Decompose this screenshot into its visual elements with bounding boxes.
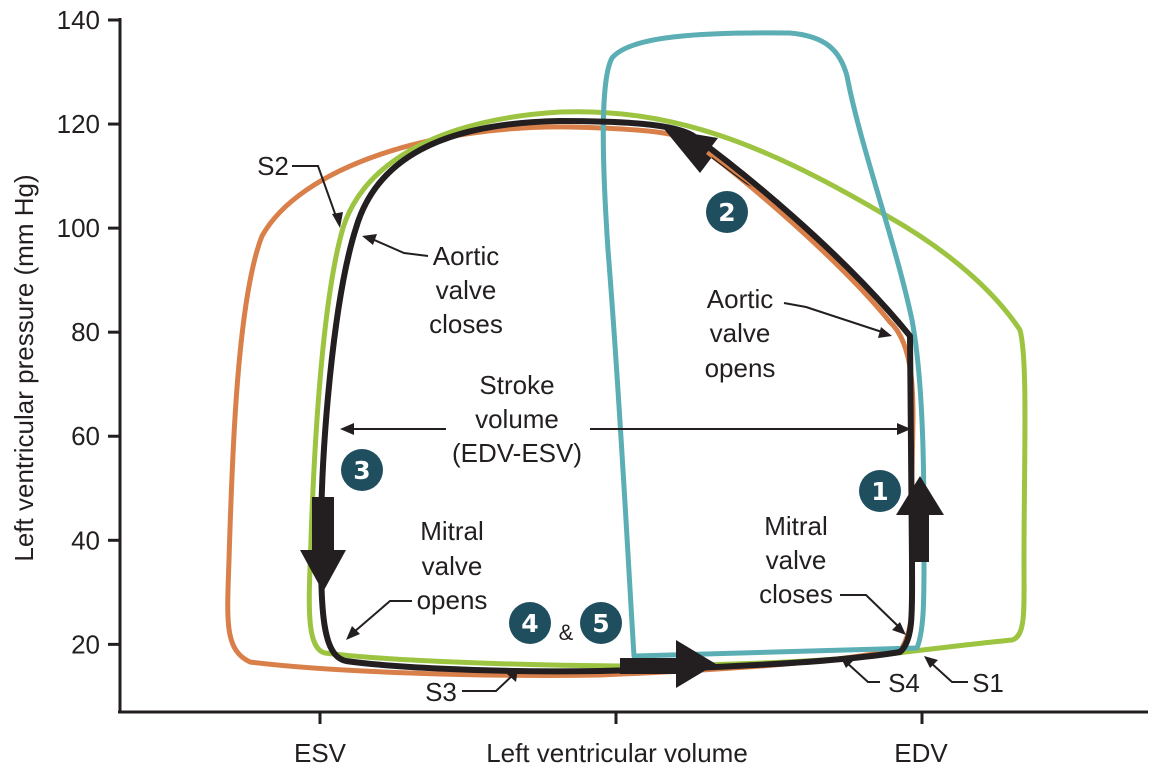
leader-mitral-opens	[353, 600, 412, 633]
phase-badge-5: 5	[580, 602, 622, 644]
label-aortic-closes-3: closes	[429, 309, 503, 339]
leader-mitral-closes	[840, 594, 901, 629]
y-tick-label: 140	[57, 5, 100, 35]
y-tick-label: 80	[71, 317, 100, 347]
label-mitral-closes-1: Mitral	[764, 511, 828, 541]
y-tick-label: 60	[71, 421, 100, 451]
y-tick-label: 20	[71, 629, 100, 659]
label-mitral-closes-3: closes	[759, 579, 833, 609]
phase-badge-1: 1	[859, 470, 901, 512]
y-axis-title: Left ventricular pressure (mm Hg)	[9, 174, 39, 561]
stroke-volume-arrowhead-right	[897, 423, 911, 435]
leader-s4	[845, 661, 880, 683]
y-ticks: 20 40 60 80 100 120 140	[57, 5, 120, 659]
x-axis-title: Left ventricular volume	[486, 738, 748, 768]
arrow-ejection	[664, 129, 752, 187]
leader-s3	[462, 673, 515, 692]
y-tick-label: 40	[71, 525, 100, 555]
label-mitral-opens-2: valve	[422, 551, 483, 581]
arrow-filling	[620, 640, 716, 688]
label-s3: S3	[425, 677, 457, 707]
svg-text:1: 1	[871, 477, 888, 506]
phase-badge-3: 3	[341, 449, 383, 491]
label-s2: S2	[257, 151, 289, 181]
svg-text:3: 3	[353, 456, 370, 485]
label-aortic-closes-1: Aortic	[433, 241, 499, 271]
svg-text:4: 4	[521, 609, 538, 638]
label-mitral-opens-1: Mitral	[420, 516, 484, 546]
label-mitral-opens-3: opens	[417, 585, 488, 615]
leader-s2	[292, 165, 339, 223]
arrow-isovolumic-relaxation	[300, 497, 346, 592]
phase-badge-2: 2	[706, 191, 748, 233]
label-s1: S1	[972, 668, 1004, 698]
leader-aortic-closes	[371, 238, 429, 257]
y-tick-label: 100	[57, 213, 100, 243]
label-aortic-opens-2: valve	[710, 318, 771, 348]
leader-s1	[929, 661, 968, 683]
phase-badge-4: 4	[509, 602, 551, 644]
label-aortic-opens-3: opens	[705, 353, 776, 383]
leader-mitral-opens-head	[346, 626, 360, 640]
label-stroke-volume-2: volume	[475, 404, 559, 434]
svg-text:5: 5	[592, 609, 609, 638]
svg-text:2: 2	[718, 198, 735, 227]
label-ampersand: &	[559, 620, 574, 645]
label-s4: S4	[888, 668, 920, 698]
y-tick-label: 120	[57, 109, 100, 139]
label-aortic-closes-2: valve	[436, 275, 497, 305]
leader-aortic-opens-head	[878, 327, 892, 338]
leader-aortic-closes-head	[362, 234, 377, 245]
leader-s3-head	[507, 668, 518, 682]
leader-s2-head	[332, 212, 343, 228]
label-aortic-opens-1: Aortic	[707, 284, 773, 314]
label-mitral-closes-2: valve	[766, 545, 827, 575]
label-stroke-volume-1: Stroke	[479, 370, 554, 400]
loop-green	[306, 109, 1028, 669]
leader-s1-head	[924, 656, 938, 668]
label-stroke-volume-3: (EDV-ESV)	[452, 438, 582, 468]
leader-mitral-closes-head	[892, 622, 906, 635]
arrow-isovolumic-contraction	[896, 476, 944, 562]
x-tick-label-edv: EDV	[894, 738, 948, 768]
x-tick-label-esv: ESV	[294, 738, 347, 768]
leader-aortic-opens	[783, 302, 883, 333]
stroke-volume-arrowhead-left	[340, 423, 354, 435]
leader-s4-head	[840, 656, 854, 668]
